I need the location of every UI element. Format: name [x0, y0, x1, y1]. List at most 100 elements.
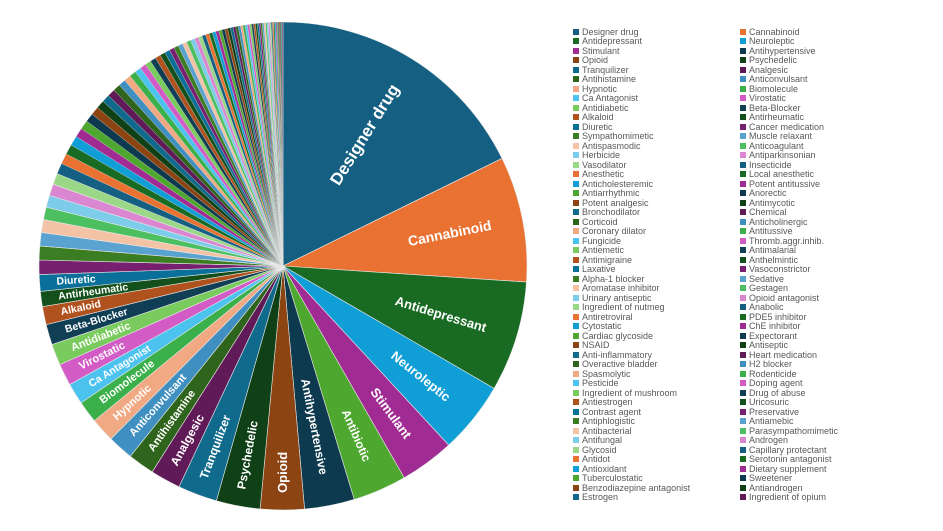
legend-label: Antioxidant [582, 463, 627, 474]
legend-item: Designer drug [573, 27, 639, 37]
legend-swatch [573, 380, 579, 387]
legend-item: Antiamebic [740, 416, 794, 426]
legend-label: Antitussive [749, 226, 793, 237]
legend-label: Potent antitussive [749, 178, 821, 189]
legend-item: Antitussive [740, 226, 793, 236]
legend-label: Antifungal [582, 435, 623, 446]
legend-label: Beta-Blocker [749, 102, 801, 113]
legend-label: Antiarrhythmic [582, 188, 640, 199]
legend-swatch [740, 361, 746, 368]
legend-swatch [740, 114, 746, 121]
legend-label: Antiseptic [749, 340, 789, 351]
legend-label: Antidot [582, 454, 611, 465]
legend-item: Benzodiazepine antagonist [573, 483, 690, 493]
legend-label: ChE inhibitor [749, 321, 801, 332]
legend-item: Tranquilizer [573, 65, 629, 75]
legend-label: Ingredient of opium [749, 492, 827, 502]
legend-swatch [740, 199, 746, 206]
legend-label: Potent analgesic [582, 197, 649, 208]
legend-item: Thromb.aggr.inhib. [740, 236, 824, 246]
legend-swatch [740, 85, 746, 92]
legend-swatch [740, 342, 746, 349]
legend-label: Laxative [582, 264, 616, 275]
legend-swatch [740, 408, 746, 415]
pie-slice-ingredient-of-opium [281, 21, 284, 267]
legend-item: Cytostatic [573, 321, 622, 331]
legend-item: Antiarrhythmic [573, 188, 640, 198]
legend-label: Tuberculostatic [582, 473, 643, 484]
legend-item: Dietary supplement [740, 464, 827, 474]
legend-item: Alkaloid [573, 112, 614, 122]
legend-item: Diuretic [573, 122, 613, 132]
legend-swatch [573, 85, 579, 92]
legend-label: Androgen [749, 435, 789, 446]
legend-item: Anticonvulsant [740, 74, 808, 84]
legend-item: Ingredient of nutmeg [573, 302, 665, 312]
legend-item: Urinary antiseptic [573, 293, 652, 303]
legend-label: Antidiabetic [582, 102, 629, 113]
legend-item: Estrogen [573, 492, 618, 502]
legend-swatch [573, 247, 579, 254]
legend-swatch [573, 323, 579, 330]
legend-swatch [740, 294, 746, 301]
legend-item: Anthelmintic [740, 255, 798, 265]
legend-item: Aromatase inhibitor [573, 283, 660, 293]
legend-swatch [740, 95, 746, 102]
legend-label: Antispasmodic [582, 140, 641, 151]
legend-item: Drug of abuse [740, 388, 806, 398]
legend-swatch [573, 38, 579, 45]
legend-swatch [740, 418, 746, 425]
legend-swatch [573, 95, 579, 102]
legend-swatch [740, 275, 746, 282]
legend-label: Antihypertensive [749, 45, 816, 56]
legend-swatch [573, 389, 579, 396]
legend-swatch [573, 228, 579, 235]
legend-swatch [573, 437, 579, 444]
legend-swatch [740, 209, 746, 216]
legend-swatch [740, 38, 746, 45]
legend-swatch [740, 351, 746, 358]
legend-swatch [573, 304, 579, 311]
legend-label: H2 blocker [749, 359, 793, 370]
legend-label: Pesticide [582, 378, 619, 389]
legend-swatch [573, 29, 579, 35]
legend-swatch [573, 313, 579, 320]
legend-item: Antiandrogen [740, 483, 803, 493]
legend-label: Muscle relaxant [749, 131, 813, 142]
legend-label: Biomolecule [749, 83, 799, 94]
legend-item: Heart medication [740, 350, 817, 360]
legend-label: Anthelmintic [749, 254, 799, 265]
legend-swatch [740, 104, 746, 111]
legend-swatch [573, 199, 579, 206]
legend-swatch [740, 161, 746, 168]
legend-item: Antidepressant [573, 36, 642, 46]
legend-item: Anticoagulant [740, 141, 804, 151]
legend-swatch [740, 218, 746, 225]
legend-swatch [573, 57, 579, 64]
legend-label: Alpha-1 blocker [582, 273, 645, 284]
legend-swatch [573, 456, 579, 463]
legend-label: Preservative [749, 406, 800, 417]
legend-swatch [573, 361, 579, 368]
legend-swatch [740, 133, 746, 140]
legend-label: Cardiac glycoside [582, 330, 654, 341]
legend-label: Dietary supplement [749, 463, 827, 474]
legend-item: Anticholesteremic [573, 179, 653, 189]
legend-swatch [573, 152, 579, 159]
legend-swatch [573, 104, 579, 111]
legend-item: Vasodilator [573, 160, 626, 170]
legend-item: Opioid [573, 55, 608, 65]
legend-swatch [740, 142, 746, 149]
legend-item: Antifungal [573, 435, 622, 445]
legend-label: Chemical [749, 207, 787, 218]
legend-label: PDE5 inhibitor [749, 311, 807, 322]
legend-swatch [573, 285, 579, 292]
legend-item: Antiseptic [740, 340, 788, 350]
legend-swatch [740, 123, 746, 130]
legend-item: Antihistamine [573, 74, 636, 84]
legend-swatch [740, 494, 746, 500]
legend-item: Gestagen [740, 283, 788, 293]
legend-swatch [573, 418, 579, 425]
legend-swatch [573, 427, 579, 434]
legend-label: Fungicide [582, 235, 622, 246]
